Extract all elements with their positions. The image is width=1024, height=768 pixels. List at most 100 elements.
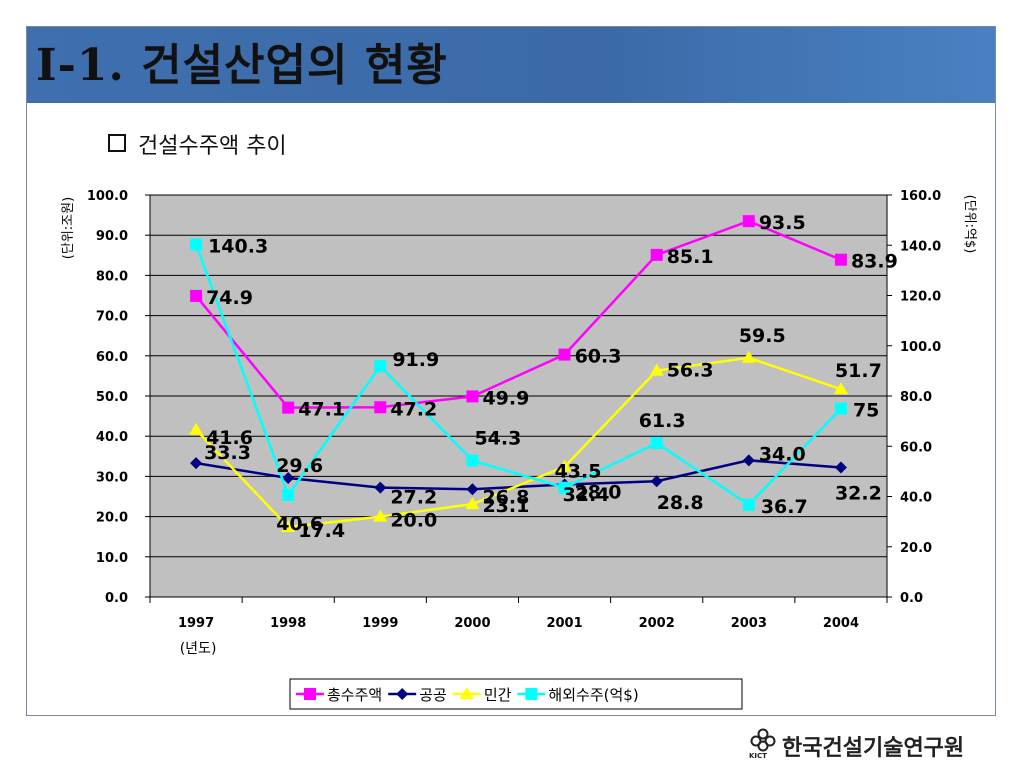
data-label: 93.5 bbox=[759, 212, 806, 234]
data-point bbox=[374, 481, 387, 494]
data-point bbox=[466, 483, 479, 496]
data-point bbox=[466, 454, 479, 467]
x-tick-label: 2000 bbox=[454, 616, 490, 631]
x-tick-label: 2003 bbox=[731, 616, 767, 631]
series-line bbox=[195, 459, 842, 491]
y-right-tick-label: 40.0 bbox=[900, 491, 932, 506]
data-point bbox=[282, 488, 295, 501]
data-label: 26.8 bbox=[482, 486, 529, 508]
legend-entry: 민간 bbox=[484, 686, 512, 704]
data-point bbox=[373, 509, 388, 522]
data-point bbox=[557, 459, 572, 472]
data-label: 59.5 bbox=[739, 325, 786, 347]
y-right-tick-label: 120.0 bbox=[900, 290, 941, 305]
y-left-tick-label: 40.0 bbox=[96, 430, 128, 445]
y-left-tick-label: 80.0 bbox=[96, 269, 128, 284]
org-logo: KICT 한국건설기술연구원 bbox=[748, 728, 964, 762]
data-label: 56.3 bbox=[667, 360, 714, 382]
y-right-tick-label: 160.0 bbox=[900, 189, 941, 204]
data-point bbox=[558, 481, 571, 494]
y-left-tick-label: 0.0 bbox=[105, 591, 128, 606]
data-label: 49.9 bbox=[482, 387, 529, 409]
data-label: 17.4 bbox=[298, 520, 345, 542]
data-point bbox=[834, 461, 847, 474]
series-line bbox=[194, 244, 842, 507]
series-line bbox=[195, 219, 842, 409]
y-left-axis-label: (단위:조원) bbox=[61, 197, 76, 259]
data-point bbox=[190, 238, 203, 251]
y-left-tick-label: 10.0 bbox=[96, 551, 128, 566]
y-left-tick-label: 20.0 bbox=[96, 511, 128, 526]
legend-entry: 공공 bbox=[419, 686, 447, 704]
data-point bbox=[190, 289, 203, 302]
y-left-tick-label: 30.0 bbox=[96, 470, 128, 485]
data-point bbox=[282, 472, 295, 485]
data-point bbox=[558, 348, 571, 361]
data-point bbox=[650, 475, 663, 488]
y-right-tick-label: 60.0 bbox=[900, 440, 932, 455]
legend-entry: 해외수주(억$) bbox=[548, 686, 638, 704]
x-axis-label: (년도) bbox=[180, 641, 217, 657]
data-label: 20.0 bbox=[390, 510, 437, 532]
data-label: 29.6 bbox=[276, 455, 323, 477]
data-label: 28.8 bbox=[657, 492, 704, 514]
legend-marker bbox=[396, 688, 409, 700]
x-tick-label: 1999 bbox=[362, 616, 398, 631]
y-right-tick-label: 20.0 bbox=[900, 541, 932, 556]
data-label: 40.6 bbox=[276, 513, 323, 535]
data-point bbox=[742, 215, 755, 228]
y-right-tick-label: 0.0 bbox=[900, 591, 923, 606]
y-right-tick-label: 100.0 bbox=[900, 340, 941, 355]
kict-logo-icon bbox=[750, 728, 776, 752]
checkbox-bullet-icon bbox=[108, 134, 126, 152]
legend-marker bbox=[525, 688, 538, 700]
y-right-axis-label: (단위:억$) bbox=[962, 195, 977, 254]
data-label: 32.4 bbox=[563, 484, 610, 506]
data-label: 51.7 bbox=[835, 360, 882, 382]
data-label: 43.5 bbox=[555, 461, 602, 483]
legend-marker bbox=[459, 687, 474, 699]
y-left-tick-label: 70.0 bbox=[96, 310, 128, 325]
data-label: 36.7 bbox=[761, 496, 808, 518]
data-point bbox=[649, 363, 664, 376]
subtitle-text: 건설수주액 추이 bbox=[138, 134, 287, 159]
data-point bbox=[742, 454, 755, 467]
data-point bbox=[374, 360, 387, 373]
title-bar bbox=[27, 27, 995, 103]
series-line bbox=[195, 356, 842, 529]
data-point bbox=[466, 390, 479, 403]
y-left-tick-label: 100.0 bbox=[87, 189, 128, 204]
data-label: 60.3 bbox=[575, 346, 622, 368]
data-label: 28.0 bbox=[575, 481, 622, 503]
data-point bbox=[834, 402, 847, 415]
y-right-tick-label: 140.0 bbox=[900, 239, 941, 254]
x-tick-label: 1997 bbox=[178, 616, 214, 631]
data-label: 61.3 bbox=[639, 410, 686, 432]
x-tick-label: 2002 bbox=[639, 616, 675, 631]
x-tick-label: 1998 bbox=[270, 616, 306, 631]
data-label: 47.2 bbox=[390, 398, 437, 420]
data-label: 33.3 bbox=[204, 442, 251, 464]
x-tick-label: 2001 bbox=[546, 616, 582, 631]
y-right-tick-label: 80.0 bbox=[900, 390, 932, 405]
data-label: 85.1 bbox=[667, 246, 714, 268]
data-point bbox=[465, 497, 480, 510]
org-name: 한국건설기술연구원 bbox=[782, 736, 965, 761]
legend bbox=[289, 678, 743, 710]
y-left-tick-label: 90.0 bbox=[96, 229, 128, 244]
org-abbr: KICT bbox=[749, 752, 767, 760]
data-label: 32.2 bbox=[835, 483, 882, 505]
data-label: 27.2 bbox=[390, 487, 437, 509]
data-point bbox=[189, 422, 204, 435]
x-tick-label: 2004 bbox=[823, 616, 859, 631]
data-label: 83.9 bbox=[851, 251, 898, 273]
data-point bbox=[833, 382, 848, 395]
data-label: 74.9 bbox=[206, 287, 253, 309]
data-label: 75 bbox=[853, 400, 879, 422]
data-label: 54.3 bbox=[474, 428, 521, 450]
data-label: 91.9 bbox=[392, 349, 439, 371]
page-title: I-1. 건설산업의 현황 bbox=[36, 40, 448, 91]
data-point bbox=[742, 498, 755, 511]
y-left-tick-label: 50.0 bbox=[96, 390, 128, 405]
